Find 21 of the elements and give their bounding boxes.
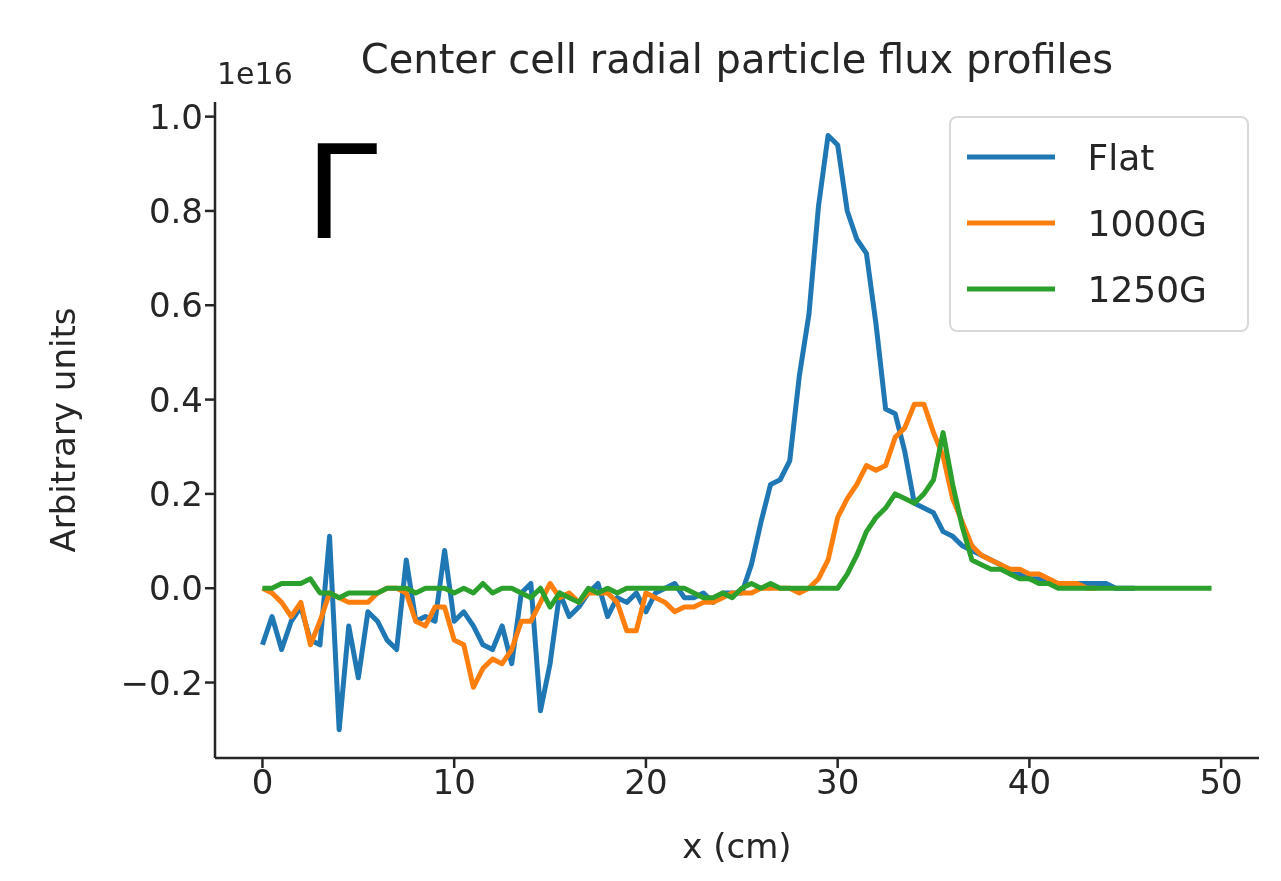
y-tick-label: 0.2: [148, 473, 203, 514]
x-tick-label: 40: [1007, 762, 1052, 803]
x-tick-label: 0: [251, 762, 274, 803]
x-axis-title: x (cm): [682, 826, 792, 866]
y-tick-label: 0.4: [148, 379, 203, 420]
y-tick-label: −0.2: [120, 662, 203, 703]
legend-label: Flat: [1087, 136, 1155, 178]
y-axis-title: Arbitrary units: [43, 307, 84, 553]
annotation: Γ: [305, 117, 378, 269]
x-tick-label: 10: [432, 762, 476, 803]
text: 1e16: [217, 56, 293, 91]
legend-label: 1250G: [1087, 268, 1207, 310]
legend-label: 1000G: [1087, 202, 1207, 244]
x-tick-label: 20: [624, 762, 668, 803]
y-tick-label: 0.8: [148, 191, 203, 232]
y-tick-label: 0.0: [148, 568, 203, 609]
y-tick-label: 0.6: [148, 285, 203, 326]
y-tick-label: 1.0: [148, 96, 203, 137]
chart-title: Center cell radial particle flux profiles: [360, 36, 1114, 82]
x-tick-label: 50: [1199, 762, 1243, 803]
x-tick-label: 30: [816, 762, 860, 803]
